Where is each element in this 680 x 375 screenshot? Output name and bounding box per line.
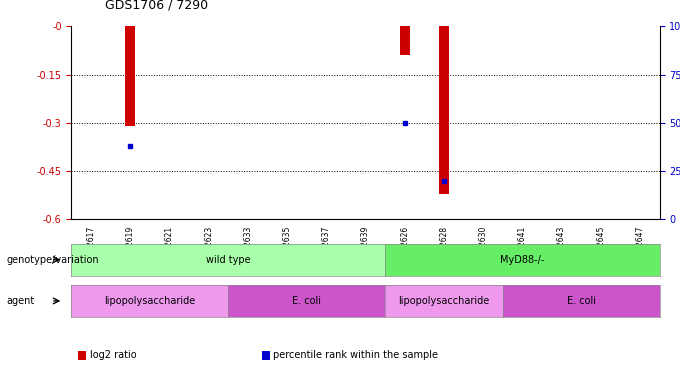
Text: wild type: wild type	[206, 255, 250, 265]
Text: E. coli: E. coli	[566, 296, 596, 306]
Bar	[125, 26, 135, 126]
Text: percentile rank within the sample: percentile rank within the sample	[273, 350, 439, 360]
Text: lipopolysaccharide: lipopolysaccharide	[104, 296, 195, 306]
Text: GDS1706 / 7290: GDS1706 / 7290	[105, 0, 209, 11]
Bar	[400, 26, 409, 55]
Text: log2 ratio: log2 ratio	[90, 350, 137, 360]
Text: E. coli: E. coli	[292, 296, 321, 306]
Text: MyD88-/-: MyD88-/-	[500, 255, 545, 265]
Text: genotype/variation: genotype/variation	[7, 255, 99, 265]
Text: lipopolysaccharide: lipopolysaccharide	[398, 296, 490, 306]
Bar	[439, 26, 449, 194]
Text: agent: agent	[7, 296, 35, 306]
